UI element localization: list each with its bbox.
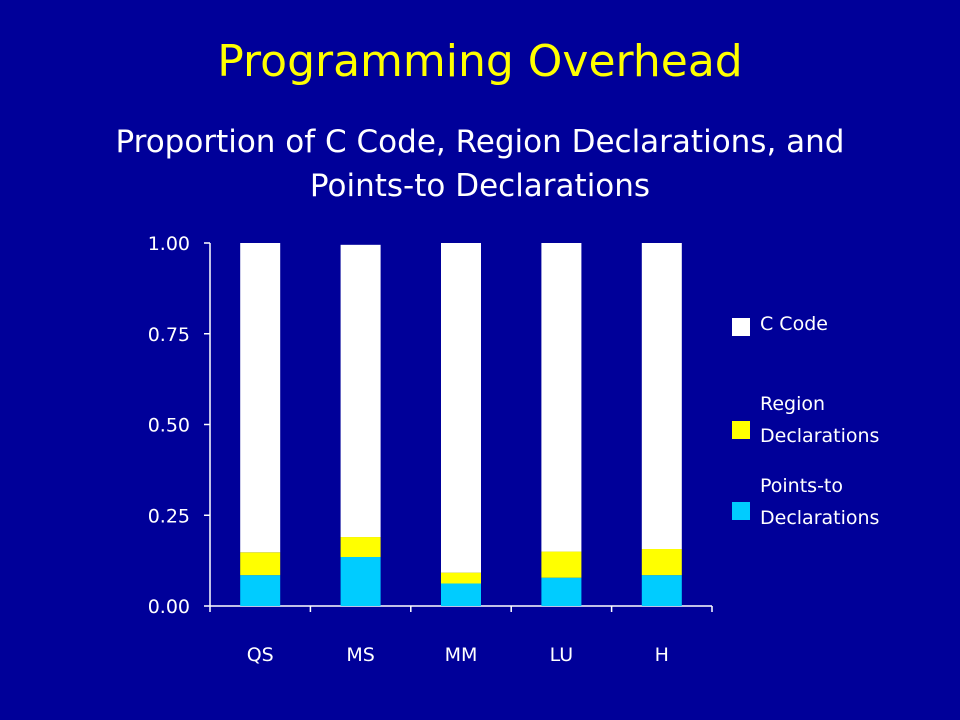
y-tick-label: 0.00 (148, 596, 190, 618)
bar-lu-c-code (541, 243, 582, 552)
legend-label-points-to-declarations: Points-to Declarations (760, 470, 930, 534)
legend-swatch-region-declarations (732, 421, 750, 439)
legend-label-line: C Code (760, 313, 828, 335)
bar-ms-points-to-declarations (340, 556, 381, 606)
legend-label-line: Declarations (760, 425, 880, 447)
bar-h-points-to-declarations (641, 575, 682, 606)
legend-label-line: Declarations (760, 507, 880, 529)
legend-swatch-c-code (732, 318, 750, 336)
legend-label-c-code: C Code (760, 308, 930, 340)
legend-swatch-points-to-declarations (732, 502, 750, 520)
bar-qs-c-code (240, 243, 281, 553)
bar-mm-c-code (441, 243, 481, 573)
bar-ms-region-declarations (340, 537, 381, 557)
x-tick-label: QS (247, 644, 274, 666)
x-tick-label: LU (550, 644, 574, 666)
bar-ms-c-code (340, 244, 381, 538)
bar-mm-region-declarations (441, 572, 481, 584)
y-tick-label: 0.75 (148, 324, 190, 346)
x-tick-label: H (655, 644, 669, 666)
bar-lu-region-declarations (541, 551, 582, 578)
bar-h-c-code (641, 243, 682, 550)
legend-label-region-declarations: Region Declarations (760, 388, 930, 452)
legend-label-line: Region (760, 393, 826, 415)
y-tick-label: 1.00 (148, 233, 190, 255)
chart-subtitle: Proportion of C Code, Region Declaration… (115, 124, 845, 204)
x-tick-label: MM (445, 644, 478, 666)
y-tick-label: 0.50 (148, 415, 190, 437)
bar-h-region-declarations (641, 549, 682, 576)
y-tick-label: 0.25 (148, 505, 190, 527)
x-tick-label: MS (346, 644, 374, 666)
chart-title: Programming Overhead (217, 36, 743, 87)
bar-lu-points-to-declarations (541, 577, 582, 606)
legend-label-line: Points-to (760, 475, 844, 497)
bar-mm-points-to-declarations (441, 583, 481, 606)
bar-qs-region-declarations (240, 552, 281, 576)
bar-qs-points-to-declarations (240, 575, 281, 606)
